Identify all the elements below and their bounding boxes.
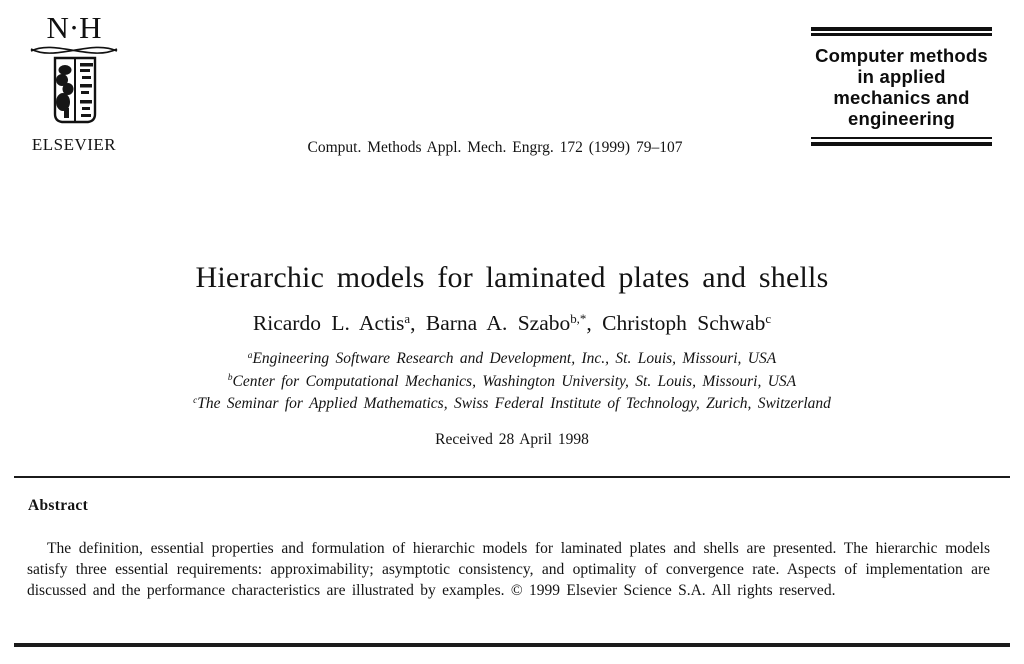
author-affiliation-mark: b,* [570,311,587,326]
affiliation-text: Engineering Software Research and Develo… [252,350,777,367]
elsevier-crest-icon: N·H [30,10,118,124]
nh-monogram: N·H [46,10,101,45]
affiliation-mark: c [193,395,198,406]
author: Christoph Schwabc [602,311,771,335]
journal-citation: Comput. Methods Appl. Mech. Engrg. 172 (… [307,139,683,156]
affiliations: aEngineering Software Research and Devel… [0,349,1024,417]
author: Barna A. Szabob,*, [426,311,602,335]
shield-tree [56,65,74,118]
author: Ricardo L. Actisa, [253,311,426,335]
abstract-heading: Abstract [28,497,89,514]
article-title: Hierarchic models for laminated plates a… [195,261,829,294]
shield-outline [53,56,97,124]
journal-name-line: in applied [857,66,946,87]
author-separator: , [586,311,603,335]
masthead-rule-top [811,27,992,36]
elsevier-logo: N·H [26,10,122,155]
affiliation-line: bCenter for Computational Mechanics, Was… [0,372,1024,395]
affiliation-mark: a [247,350,253,361]
affiliation-mark: b [227,373,233,384]
received-date: Received 28 April 1998 [435,431,589,448]
affiliation-text: The Seminar for Applied Mathematics, Swi… [197,395,831,412]
journal-name-line: mechanics and [833,87,970,108]
affiliation-line: aEngineering Software Research and Devel… [0,349,1024,372]
abstract-divider-rule [14,476,1010,478]
publisher-name: ELSEVIER [31,135,117,154]
journal-name-line: Computer methods [815,45,988,66]
shield-marks [80,63,93,117]
authors-line: Ricardo L. Actisa, Barna A. Szabob,*, Ch… [0,311,1024,336]
journal-name-line: engineering [847,108,956,129]
author-name: Ricardo L. Actis [252,311,405,335]
affiliation-line: cThe Seminar for Applied Mathematics, Sw… [0,394,1024,417]
author-name: Barna A. Szabo [425,311,571,335]
author-name: Christoph Schwab [602,311,766,335]
journal-masthead: Computer methods in applied mechanics an… [811,27,992,146]
masthead-rule-bottom [811,137,992,146]
affiliation-text: Center for Computational Mechanics, Wash… [232,372,797,390]
journal-name: Computer methods in applied mechanics an… [811,36,992,137]
logo-swash [30,46,118,54]
author-affiliation-mark: c [765,311,772,326]
author-separator: , [410,311,426,335]
bottom-rule [14,643,1010,647]
abstract-text: The definition, essential properties and… [27,540,990,599]
author-affiliation-mark: a [404,311,411,326]
